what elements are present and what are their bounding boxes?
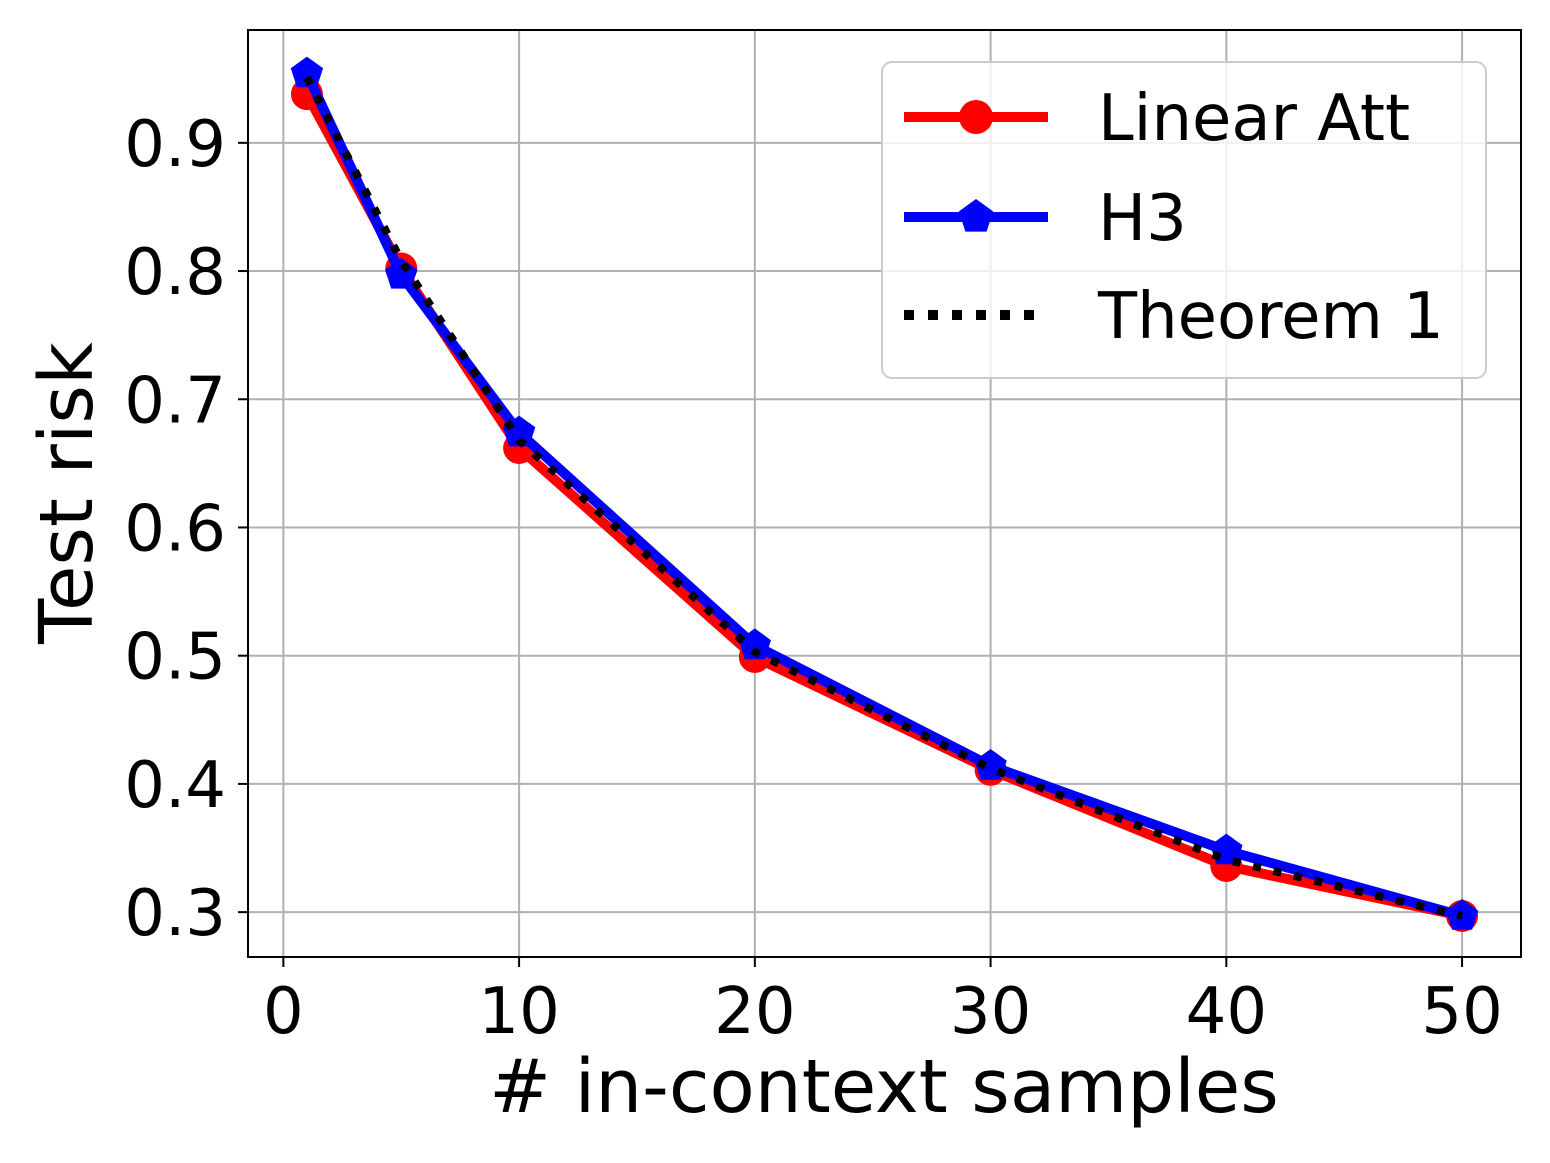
legend-entry: H3 [904, 182, 1187, 256]
y-tick-label: 0.4 [124, 749, 226, 823]
legend-box [881, 61, 1487, 379]
legend-marker [959, 100, 993, 134]
y-tick-label: 0.7 [124, 364, 226, 438]
grid-lines [248, 30, 1521, 957]
y-tick-label: 0.9 [124, 108, 226, 182]
series-layer [290, 56, 1479, 932]
x-tick-label: 0 [263, 975, 304, 1049]
legend-marker [958, 199, 994, 232]
y-tick-label: 0.5 [124, 621, 226, 695]
legend: Linear Att H3 Theorem 1 [881, 61, 1487, 379]
x-tick-label: 40 [1186, 975, 1267, 1049]
legend-entry: Linear Att [904, 82, 1410, 156]
x-tick-label: 20 [714, 975, 795, 1049]
x-tick-label: 30 [950, 975, 1031, 1049]
series-line [303, 75, 1464, 920]
x-tick-label: 10 [478, 975, 559, 1049]
y-tick-label: 0.3 [124, 877, 226, 951]
legend-label: Linear Att [1098, 82, 1410, 156]
tick-layer: 0 10 20 30 40 50 0.3 0.4 0.5 0.6 0.7 0.8 0.9 [124, 108, 1503, 1049]
x-tick-label: 50 [1421, 975, 1502, 1049]
y-tick-label: 0.6 [124, 492, 226, 566]
plot-frame [247, 29, 1522, 958]
data-point [738, 628, 771, 660]
legend-label: H3 [1098, 182, 1187, 256]
y-axis-label: Test risk [24, 342, 110, 645]
y-tick-label: 0.8 [124, 236, 226, 310]
x-axis-label: # in-context samples [489, 1044, 1279, 1130]
series-theorem-1 [303, 75, 1464, 920]
data-point [385, 257, 418, 289]
legend-label: Theorem 1 [1097, 280, 1444, 354]
data-point [290, 56, 324, 88]
legend-entry: Theorem 1 [904, 280, 1444, 354]
